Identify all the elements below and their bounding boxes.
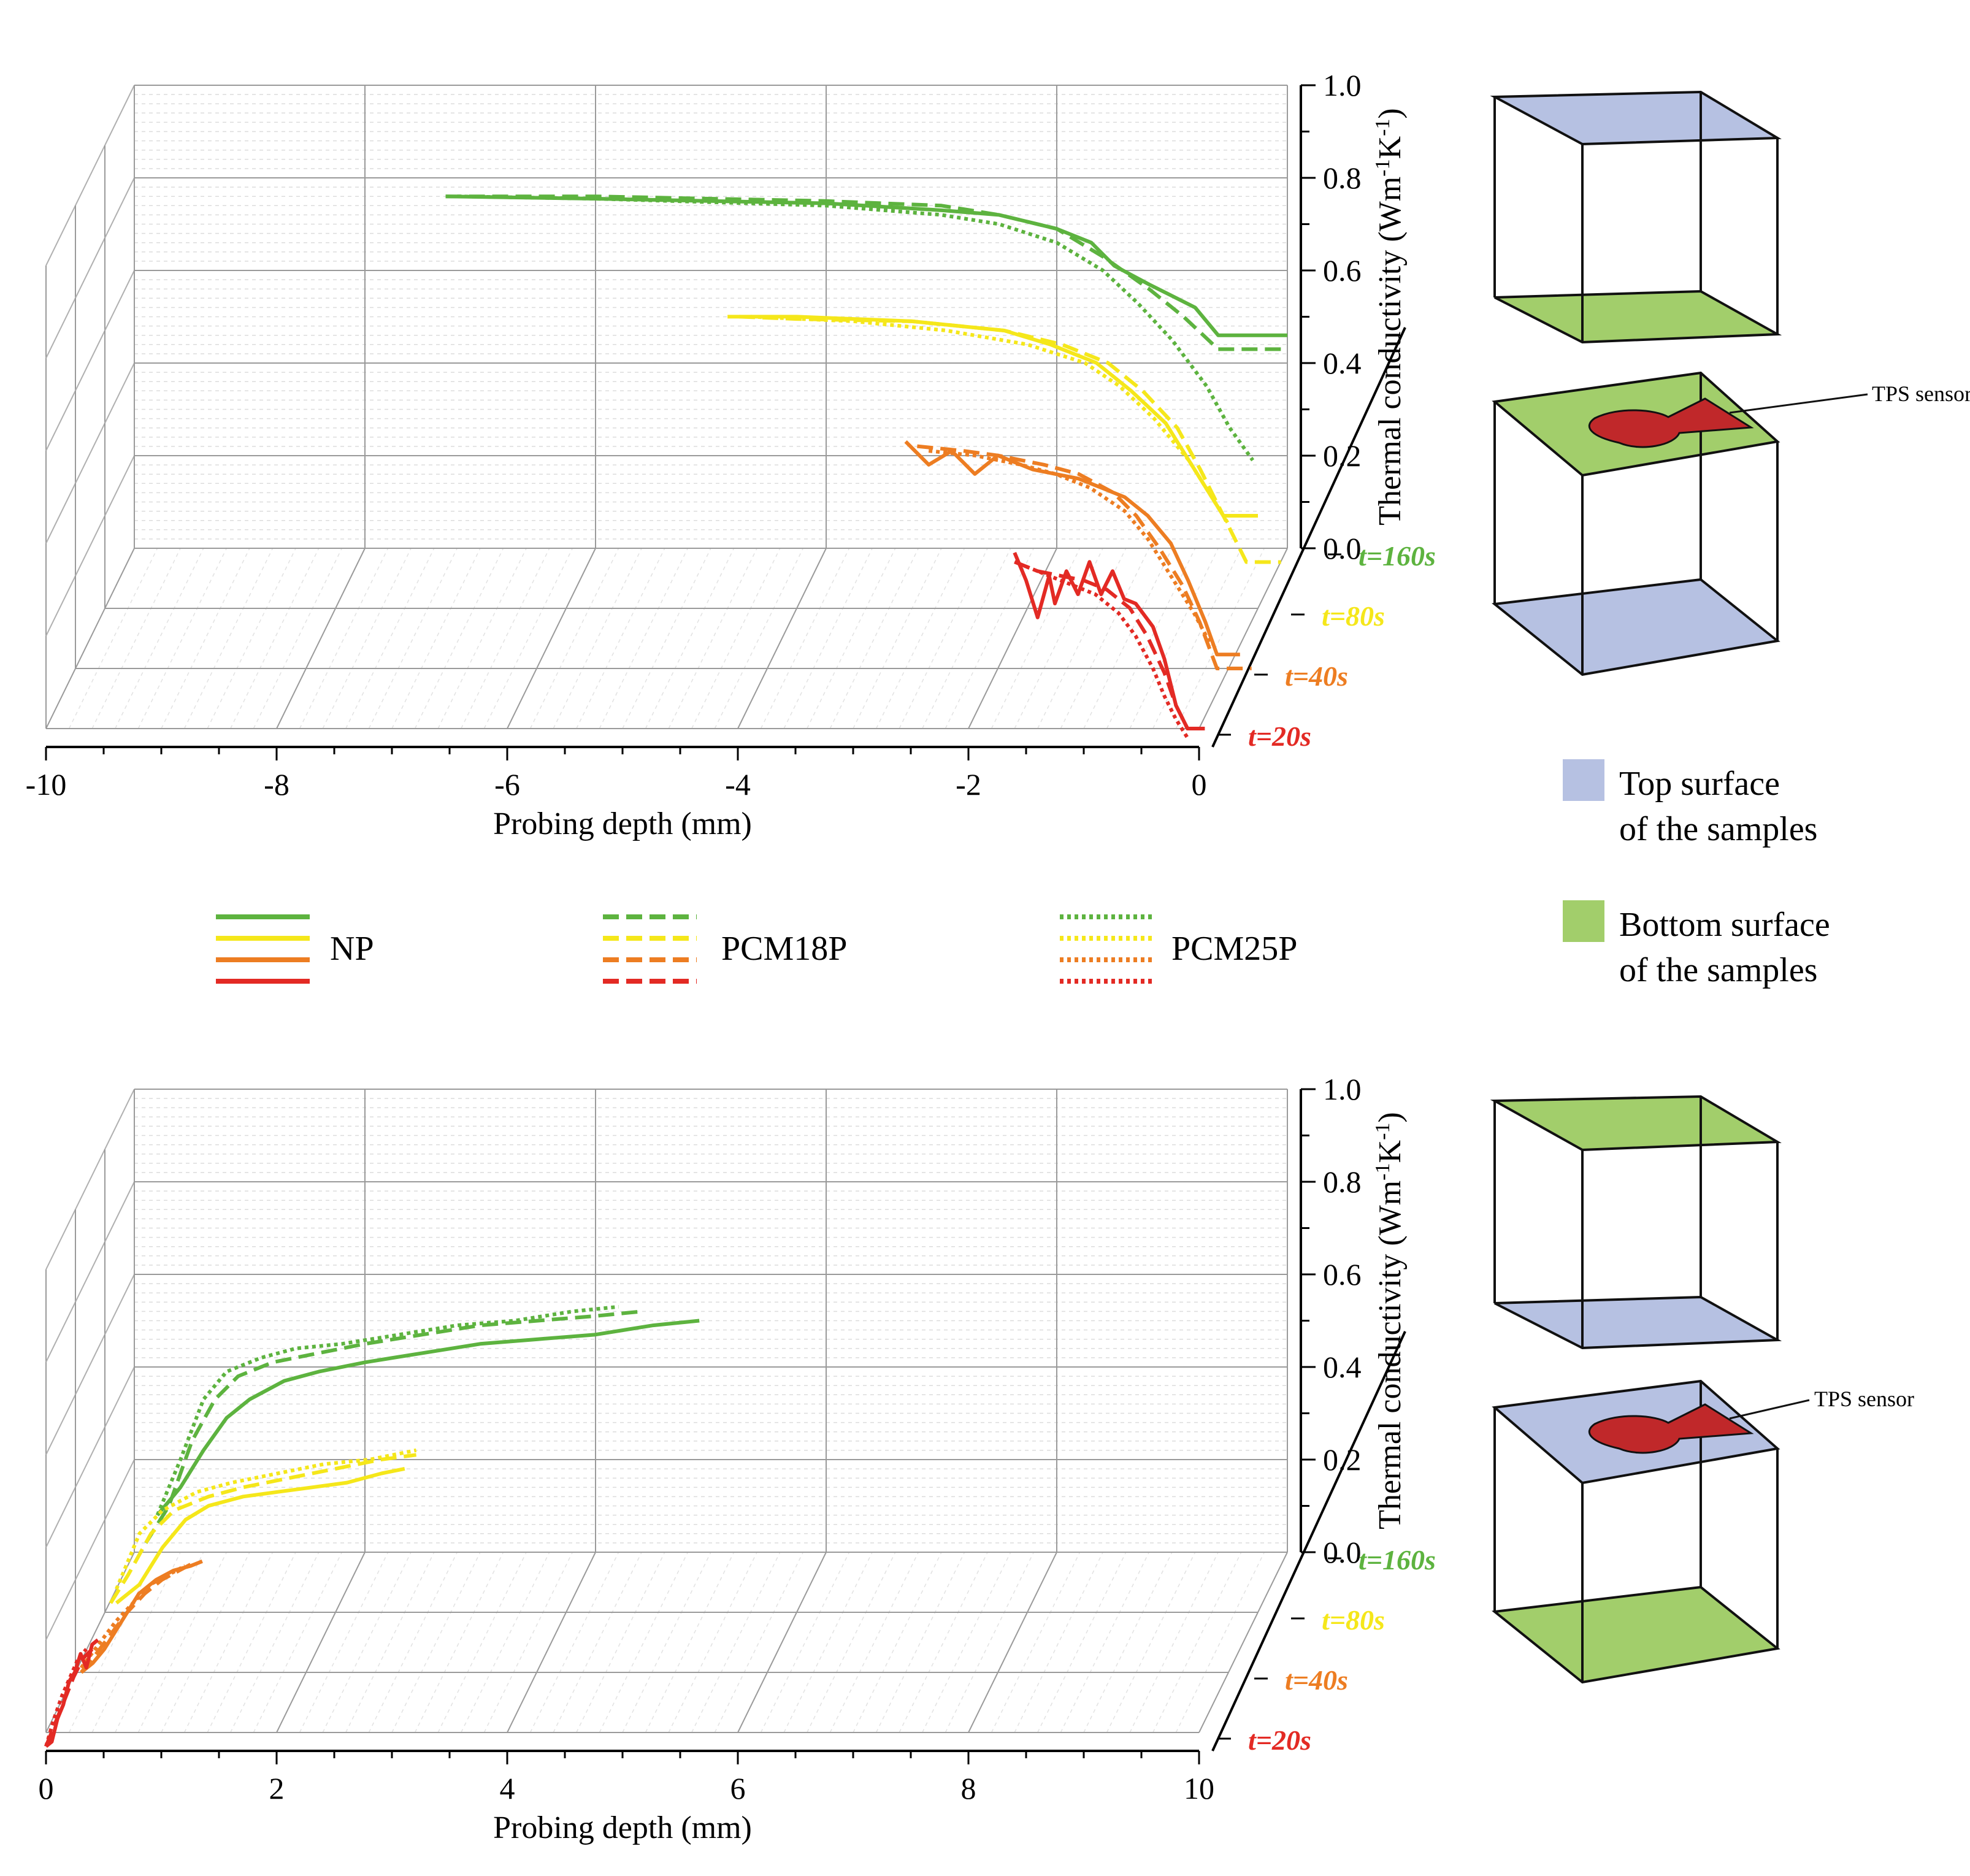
x-tick-label: -2 [956,767,981,802]
x-tick-label: 10 [1184,1771,1214,1805]
y-tick-label: 0.8 [1323,161,1362,195]
series-line-pcm25p-t-40s [79,1564,186,1669]
series-line-pcm18p-t-20s [1014,560,1205,730]
x-tick-label: 0 [1192,767,1207,802]
series-line-np-t-160s [445,194,1287,337]
x-tick-label: 4 [500,1771,515,1805]
grid [45,1089,1288,1733]
series-line-pcm25p-t-40s [928,449,1213,646]
depth-axis: t=160s t=80s t=40s t=20s [1211,1331,1436,1756]
series-line-pcm25p-t-160s [155,1304,619,1516]
series-line-np-t-80s [727,315,1258,518]
series-line-pcm18p-t-80s [738,315,1281,564]
series-line-pcm18p-t-160s [445,194,1287,351]
bottom-surface-label-line2: of the samples [1619,951,1817,989]
y-tick-label: 0.6 [1323,1257,1362,1292]
top-surface-swatch [1563,759,1604,801]
y-tick-label: 1.0 [1323,1072,1362,1106]
series-line-pcm25p-t-20s [44,1648,88,1747]
series-line-np-t-160s [156,1319,700,1517]
surface-legend: Top surface of the samples Bottom surfac… [1563,759,1830,989]
bottom-surface-label-line1: Bottom surface [1619,906,1830,944]
time-label: t=40s [1285,660,1348,692]
legend-label-np: NP [330,930,374,968]
cube-lower-b [1492,1379,1780,1684]
tps-sensor-leader-a [1729,393,1868,414]
x-axis: -10 -8 -6 -4 -2 0 Probing depth (mm) [26,746,1207,841]
line-style-legend: NP PCM18P PCM25P [216,914,1297,984]
series-line-pcm25p-t-80s [750,315,1231,526]
cube-upper-b [1490,1095,1782,1350]
tps-sensor-b [1588,1403,1754,1454]
time-label: t=40s [1285,1664,1348,1696]
legend-label-pcm18p: PCM18P [721,930,847,968]
x-axis: 0 2 4 6 8 10 Probing depth (mm) [39,1750,1214,1845]
series-line-np-t-80s [115,1466,405,1605]
time-label: t=20s [1248,721,1311,752]
series-line-pcm18p-t-40s [917,444,1252,670]
legend-pcm18p-swatches [603,914,697,984]
series-line-pcm18p-t-20s [44,1647,94,1747]
tps-sensor-label-b: TPS sensor [1814,1387,1914,1411]
y-tick-label: 0.4 [1323,346,1362,380]
x-axis-label: Probing depth (mm) [493,806,752,841]
x-tick-label: -8 [264,767,289,802]
depth-axis: t=160s t=80s t=40s t=20s [1211,327,1436,752]
time-label: t=80s [1322,1604,1385,1636]
y-tick-label: 0.6 [1323,253,1362,288]
tps-sensor-leader-b [1729,1399,1810,1420]
grid [45,85,1288,729]
series-line-np-t-40s [904,440,1240,657]
cube-lower-a [1492,371,1780,676]
series [445,194,1287,739]
top-surface-label-line2: of the samples [1619,810,1817,848]
x-tick-label: -10 [26,767,67,802]
time-label: t=160s [1359,540,1436,572]
legend-pcm25p-swatches [1060,914,1154,984]
series-line-pcm25p-t-160s [457,194,1255,462]
y-tick-label: 0.0 [1323,531,1362,565]
y-tick-label: 0.8 [1323,1165,1362,1199]
series-line-pcm18p-t-80s [109,1453,416,1604]
series-line-pcm18p-t-160s [144,1309,642,1544]
time-label: t=80s [1322,600,1385,632]
cube-upper-a [1490,90,1782,344]
x-tick-label: -6 [494,767,520,802]
x-tick-label: 8 [961,1771,976,1805]
tps-sensor-label-a: TPS sensor [1872,381,1970,406]
time-label: t=160s [1359,1544,1436,1575]
y-tick-label: 1.0 [1323,68,1362,102]
x-axis-label: Probing depth (mm) [493,1810,752,1845]
y-tick-label: 0.4 [1323,1350,1362,1384]
y-tick-label: 0.0 [1323,1535,1362,1569]
y-axis-label: Thermal conductivity (Wm-1K-1) [1371,108,1408,525]
cube-diagram-top [1490,90,1868,676]
series [44,1304,700,1748]
legend-np-swatches [216,914,310,984]
top-surface-label-line1: Top surface [1619,765,1780,803]
cube-diagram-bottom [1490,1095,1810,1684]
x-tick-label: 0 [39,1771,54,1805]
time-label: t=20s [1248,1725,1311,1756]
legend-label-pcm25p: PCM25P [1171,930,1297,968]
bottom-surface-swatch [1563,900,1604,942]
x-tick-label: 2 [269,1771,285,1805]
y-axis-label: Thermal conductivity (Wm-1K-1) [1371,1112,1408,1529]
tps-sensor-a [1588,397,1754,448]
x-tick-label: 6 [730,1771,746,1805]
series-line-pcm25p-t-20s [1025,565,1189,739]
x-tick-label: -4 [725,767,751,802]
series-line-np-t-20s [1013,551,1205,730]
series-line-np-t-20s [45,1638,99,1748]
